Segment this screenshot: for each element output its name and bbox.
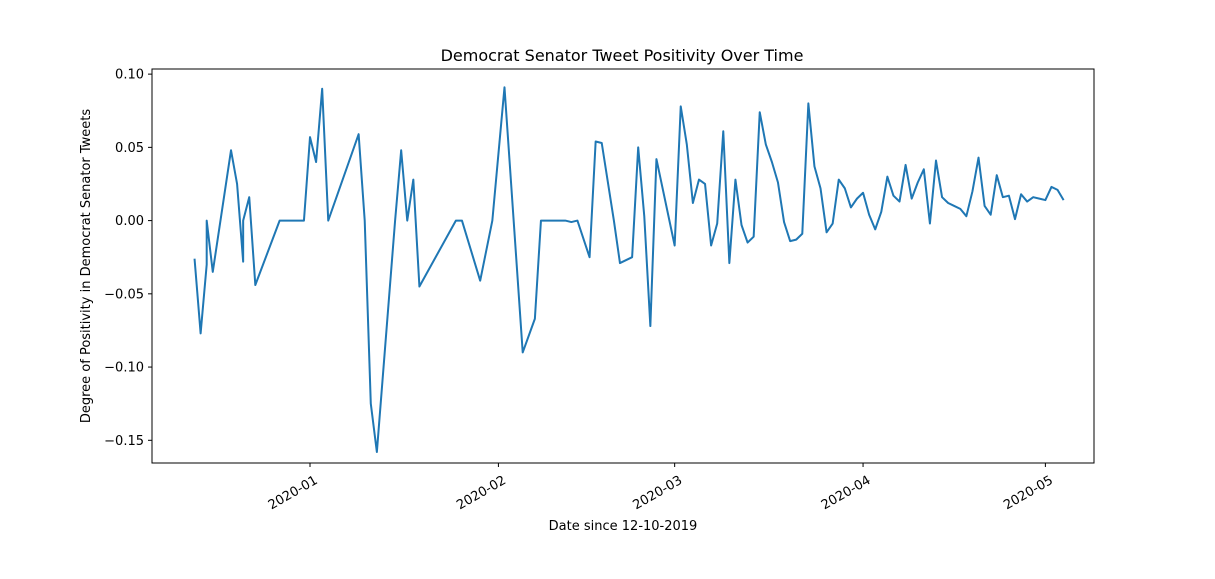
y-tick-label: 0.10 [115, 68, 144, 83]
y-tick-label: −0.10 [104, 361, 144, 376]
plot-area [151, 68, 1095, 464]
y-tick-label: −0.05 [104, 287, 144, 302]
y-tick-label: 0.00 [115, 214, 144, 229]
y-tick-label: 0.05 [115, 141, 144, 156]
y-tick-label: −0.15 [104, 434, 144, 449]
x-axis-label: Date since 12-10-2019 [549, 519, 698, 534]
y-axis: 0.10 0.05 0.00 −0.05 −0.10 −0.15 [104, 68, 152, 449]
axes-frame [151, 68, 1095, 464]
y-axis-label: Degree of Positivity in Democrat Senator… [79, 109, 94, 424]
chart-title: Democrat Senator Tweet Positivity Over T… [441, 46, 804, 65]
series-line [193, 86, 1065, 454]
